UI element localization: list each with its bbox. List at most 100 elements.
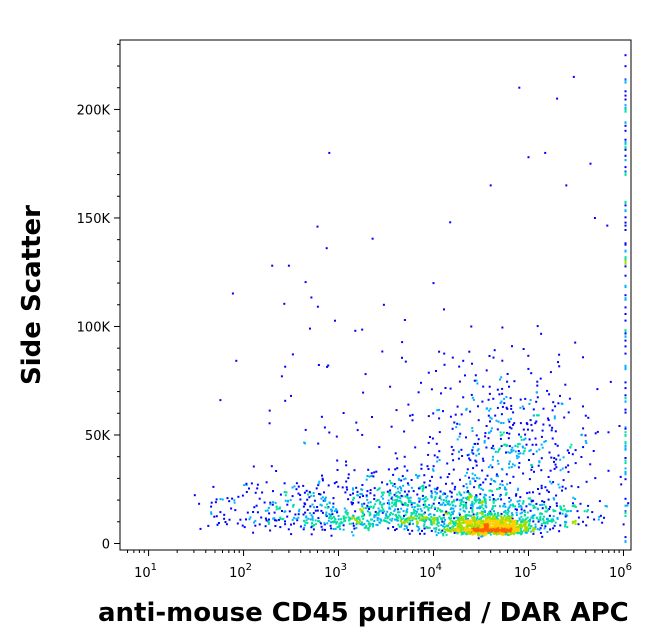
- data-point: [515, 511, 518, 514]
- data-point: [493, 533, 496, 535]
- data-point: [550, 482, 553, 485]
- data-point: [356, 429, 359, 432]
- data-point: [551, 437, 554, 440]
- data-point: [435, 518, 438, 521]
- data-point: [624, 294, 627, 297]
- data-point: [362, 391, 365, 394]
- data-point: [570, 443, 573, 446]
- data-point: [430, 529, 433, 532]
- data-point: [462, 485, 465, 488]
- data-point: [249, 516, 252, 519]
- data-point: [470, 495, 473, 498]
- data-point: [389, 511, 392, 514]
- data-point: [370, 505, 373, 508]
- data-point: [412, 508, 415, 511]
- data-point: [275, 470, 278, 472]
- data-point: [441, 503, 443, 506]
- data-point: [482, 529, 485, 532]
- data-point: [475, 521, 478, 524]
- data-point: [263, 501, 266, 504]
- data-point: [440, 524, 443, 527]
- data-point: [515, 531, 517, 534]
- data-point: [624, 284, 627, 287]
- data-point: [397, 508, 400, 511]
- data-point: [543, 440, 546, 443]
- data-point: [450, 530, 453, 533]
- data-point: [553, 498, 556, 501]
- data-point: [475, 464, 478, 467]
- data-point: [529, 509, 532, 512]
- data-point: [579, 502, 582, 505]
- data-point: [365, 494, 368, 497]
- data-point: [514, 444, 517, 447]
- data-point: [277, 507, 280, 510]
- data-point: [362, 515, 365, 518]
- data-point: [267, 522, 270, 525]
- data-point: [386, 510, 389, 513]
- data-point: [489, 510, 492, 513]
- data-point: [368, 475, 371, 478]
- data-point: [374, 503, 377, 506]
- data-point: [418, 513, 420, 516]
- data-point: [256, 483, 259, 486]
- data-point: [417, 521, 419, 524]
- data-point: [400, 487, 402, 490]
- data-point: [472, 446, 475, 449]
- data-point: [451, 500, 454, 503]
- data-point: [465, 483, 468, 486]
- data-point: [462, 396, 465, 399]
- data-point: [512, 475, 515, 478]
- data-point: [542, 518, 545, 520]
- data-point: [561, 467, 564, 470]
- data-point: [332, 502, 335, 505]
- data-point: [224, 521, 227, 523]
- data-point: [503, 519, 506, 522]
- data-point: [567, 470, 570, 473]
- data-point: [468, 528, 471, 531]
- data-point: [446, 495, 449, 498]
- data-point: [505, 530, 508, 533]
- data-point: [607, 469, 610, 472]
- data-point: [337, 485, 340, 488]
- data-point: [396, 457, 399, 460]
- data-point: [381, 350, 384, 353]
- data-point: [624, 367, 627, 370]
- data-point: [261, 491, 264, 494]
- data-point: [506, 508, 509, 511]
- data-point: [465, 528, 468, 531]
- data-point: [538, 448, 541, 451]
- data-point: [471, 500, 474, 503]
- data-point: [450, 517, 453, 520]
- data-point: [517, 450, 520, 452]
- data-point: [348, 519, 351, 522]
- data-point: [424, 518, 427, 521]
- data-point: [297, 485, 300, 488]
- data-point: [409, 414, 412, 417]
- data-point: [409, 496, 412, 499]
- data-point: [339, 528, 342, 531]
- data-point: [520, 525, 523, 528]
- data-point: [509, 525, 512, 528]
- data-point: [446, 527, 449, 530]
- data-point: [504, 505, 507, 508]
- data-point: [219, 511, 222, 514]
- data-point: [522, 501, 525, 504]
- data-point: [449, 519, 452, 522]
- data-point: [274, 525, 277, 527]
- data-point: [486, 520, 489, 523]
- data-point: [370, 472, 373, 475]
- data-point: [389, 482, 392, 485]
- data-point: [472, 467, 475, 470]
- data-point: [494, 450, 497, 453]
- data-point: [358, 522, 361, 525]
- data-point: [405, 527, 408, 529]
- data-point: [335, 522, 338, 525]
- data-point: [387, 527, 390, 530]
- data-point: [505, 451, 507, 454]
- data-point: [469, 522, 472, 525]
- data-point: [485, 425, 488, 427]
- data-point: [419, 532, 421, 535]
- data-point: [534, 526, 537, 528]
- data-point: [375, 513, 378, 516]
- data-point: [473, 529, 476, 532]
